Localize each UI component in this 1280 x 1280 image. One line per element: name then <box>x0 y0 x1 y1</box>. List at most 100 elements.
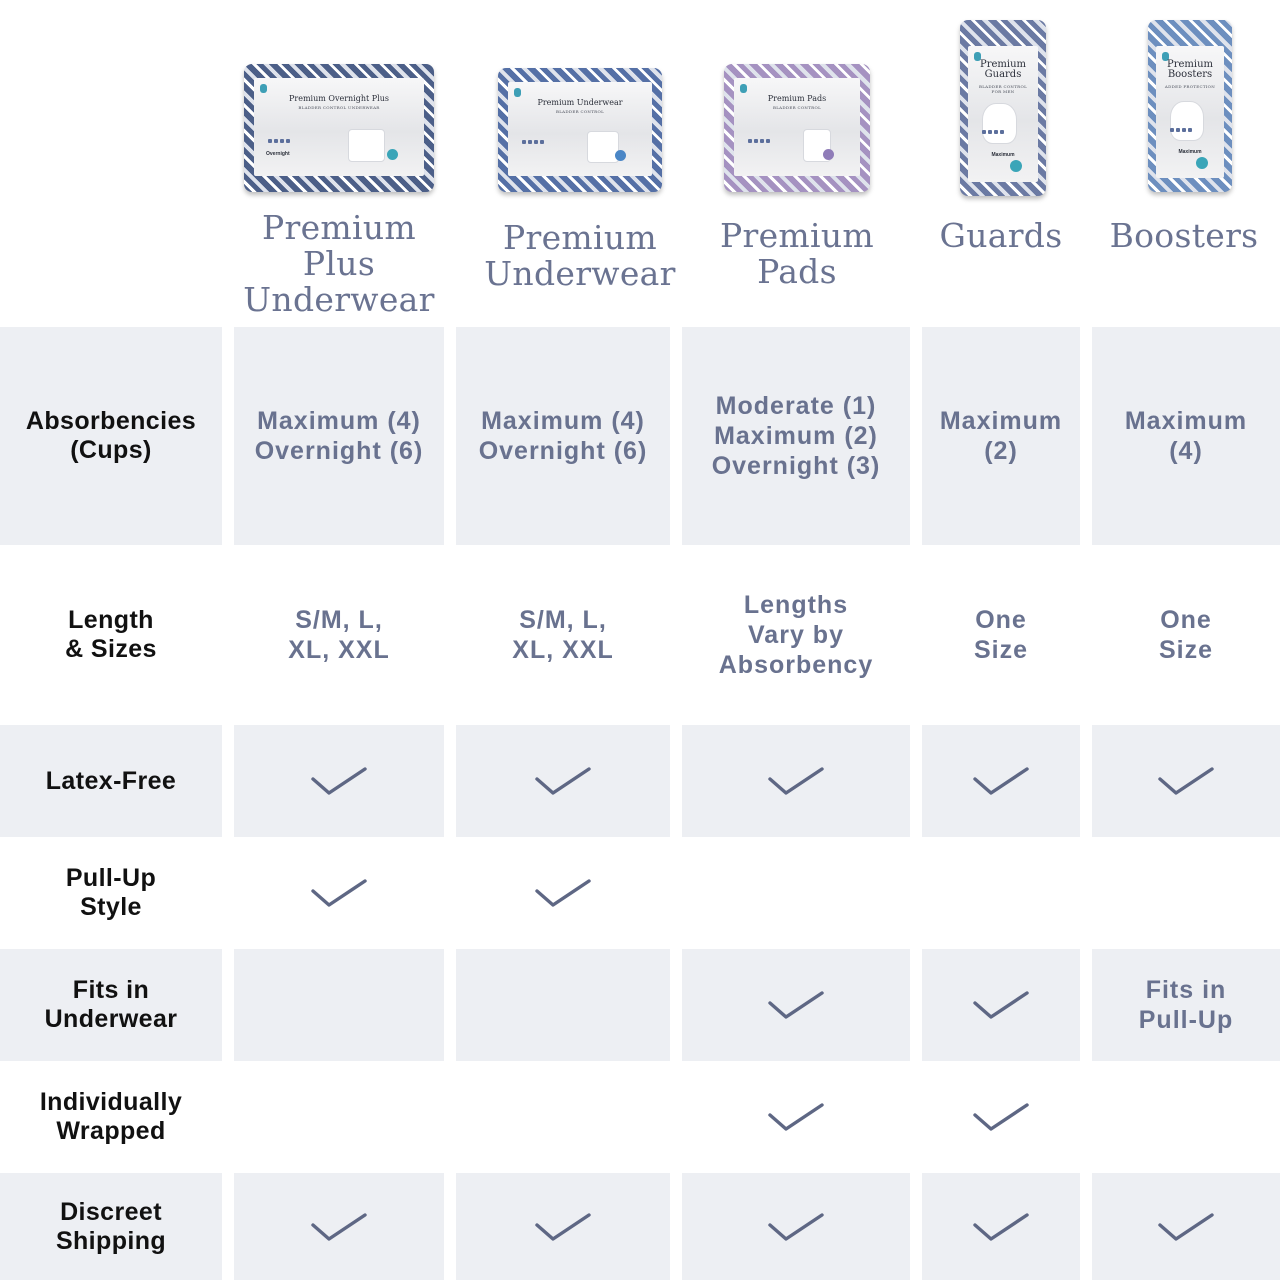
checkmark-cell-premium-plus-underwear <box>234 1173 444 1280</box>
checkmark-icon <box>535 767 591 795</box>
checkmark-icon <box>768 767 824 795</box>
product-package-image-premium-underwear: Premium Underwear BLADDER CONTROL <box>498 68 662 192</box>
feature-row-individually-wrapped: Individually Wrapped <box>0 1061 1280 1173</box>
checkmark-cell-guards <box>922 1173 1080 1280</box>
feature-row-pull-up-style: Pull-Up Style <box>0 837 1280 949</box>
package-level-text: Maximum <box>1178 148 1202 155</box>
product-name-premium-underwear: Premium Underwear <box>484 218 676 293</box>
count-badge-icon <box>387 148 398 160</box>
checkmark-cell-guards <box>922 949 1080 1061</box>
column-divider <box>910 327 922 545</box>
empty-cell-premium-underwear <box>456 949 670 1061</box>
empty-cell-premium-pads <box>682 837 910 949</box>
checkmark-cell-premium-pads <box>682 949 910 1061</box>
checkmark-icon <box>311 767 367 795</box>
product-illustration <box>347 128 385 163</box>
checkmark-icon <box>311 1212 367 1241</box>
product-illustration <box>1169 101 1204 142</box>
absorbency-drops-icon <box>1170 127 1192 132</box>
empty-cell-premium-plus-underwear <box>234 1061 444 1173</box>
checkmark-icon <box>768 991 824 1019</box>
column-divider <box>670 725 682 837</box>
checkmark-icon <box>535 1212 591 1241</box>
product-package-image-boosters: Premium Boosters ADDED PROTECTION Maximum <box>1148 20 1232 192</box>
feature-row-latex-free: Latex-Free <box>0 725 1280 837</box>
product-package-image-guards: Premium Guards BLADDER CONTROL FOR MEN Max… <box>960 20 1046 196</box>
empty-cell-guards <box>922 837 1080 949</box>
checkmark-icon <box>311 879 367 907</box>
brand-logo-icon <box>1162 52 1169 61</box>
feature-label: Pull-Up Style <box>65 864 157 921</box>
feature-row-discreet-shipping: Discreet Shipping <box>0 1173 1280 1280</box>
column-divider <box>1080 725 1092 837</box>
feature-label: Length & Sizes <box>65 606 157 663</box>
cell-premium-pads: Lengths Vary by Absorbency <box>718 591 874 679</box>
package-label: Premium Pads BLADDER CONTROL <box>734 78 860 176</box>
column-divider <box>222 327 234 545</box>
feature-row-absorbencies-cups: Absorbencies (Cups) Maximum (4) Overnight… <box>0 327 1280 545</box>
feature-label: Absorbencies (Cups) <box>25 407 197 464</box>
column-divider <box>222 725 234 837</box>
count-badge-icon <box>1010 160 1022 173</box>
package-label: Premium Guards BLADDER CONTROL FOR MEN Max… <box>968 46 1038 182</box>
checkmark-icon <box>973 1103 1029 1131</box>
column-divider <box>910 1173 922 1280</box>
brand-logo-icon <box>740 84 747 93</box>
checkmark-icon <box>973 1212 1029 1241</box>
empty-cell-premium-plus-underwear <box>234 949 444 1061</box>
package-title-text: Premium Guards <box>979 59 1027 80</box>
package-subtitle-text: BLADDER CONTROL <box>772 105 822 110</box>
product-package-image-premium-pads: Premium Pads BLADDER CONTROL <box>724 64 870 192</box>
column-divider <box>444 949 456 1061</box>
product-package-image-premium-plus-underwear: Premium Overnight Plus BLADDER CONTROL UN… <box>244 64 434 192</box>
checkmark-cell-premium-plus-underwear <box>234 725 444 837</box>
checkmark-cell-premium-pads <box>682 1173 910 1280</box>
cell-premium-plus-underwear: Maximum (4) Overnight (6) <box>254 407 424 465</box>
checkmark-icon <box>973 767 1029 795</box>
column-divider <box>222 1173 234 1280</box>
checkmark-icon <box>768 1212 824 1241</box>
checkmark-icon <box>1158 767 1214 795</box>
checkmark-cell-premium-underwear <box>456 837 670 949</box>
package-title-text: Premium Pads <box>767 94 827 103</box>
column-divider <box>444 725 456 837</box>
feature-row-fits-in-underwear: Fits in Underwear Fits in Pull-Up <box>0 949 1280 1061</box>
feature-label: Discreet Shipping <box>55 1197 167 1255</box>
column-divider <box>670 949 682 1061</box>
product-header: Premium Overnight Plus BLADDER CONTROL UN… <box>0 0 1280 327</box>
feature-label: Latex-Free <box>45 766 177 795</box>
column-divider <box>222 949 234 1061</box>
absorbency-drops-icon <box>268 138 290 143</box>
checkmark-cell-premium-plus-underwear <box>234 837 444 949</box>
package-subtitle-text: BLADDER CONTROL UNDERWEAR <box>298 105 380 110</box>
cell-premium-underwear: S/M, L, XL, XXL <box>512 606 614 664</box>
column-divider <box>670 327 682 545</box>
count-badge-icon <box>823 148 834 160</box>
cell-boosters: Fits in Pull-Up <box>1138 976 1234 1034</box>
feature-label: Fits in Underwear <box>44 976 178 1033</box>
package-title-text: Premium Overnight Plus <box>289 94 389 103</box>
absorbency-drops-icon <box>748 138 770 143</box>
column-divider <box>1080 327 1092 545</box>
checkmark-cell-boosters <box>1092 1173 1280 1280</box>
brand-logo-icon <box>260 84 267 93</box>
checkmark-icon <box>973 991 1029 1019</box>
checkmark-icon <box>768 1103 824 1131</box>
absorbency-drops-icon <box>522 140 544 145</box>
package-subtitle-text: ADDED PROTECTION <box>1164 84 1216 89</box>
checkmark-cell-premium-pads <box>682 725 910 837</box>
product-name-guards: Guards <box>939 216 1063 255</box>
checkmark-cell-guards <box>922 725 1080 837</box>
checkmark-cell-guards <box>922 1061 1080 1173</box>
feature-label: Individually Wrapped <box>39 1088 183 1145</box>
checkmark-icon <box>1158 1212 1214 1241</box>
product-name-premium-pads: Premium Pads <box>720 216 874 291</box>
product-name-boosters: Boosters <box>1109 216 1259 255</box>
column-divider <box>670 1173 682 1280</box>
cell-boosters: One Size <box>1158 606 1214 664</box>
package-label: Premium Boosters ADDED PROTECTION Maximum <box>1156 46 1224 178</box>
empty-cell-boosters <box>1092 837 1280 949</box>
checkmark-cell-premium-underwear <box>456 725 670 837</box>
checkmark-cell-premium-pads <box>682 1061 910 1173</box>
